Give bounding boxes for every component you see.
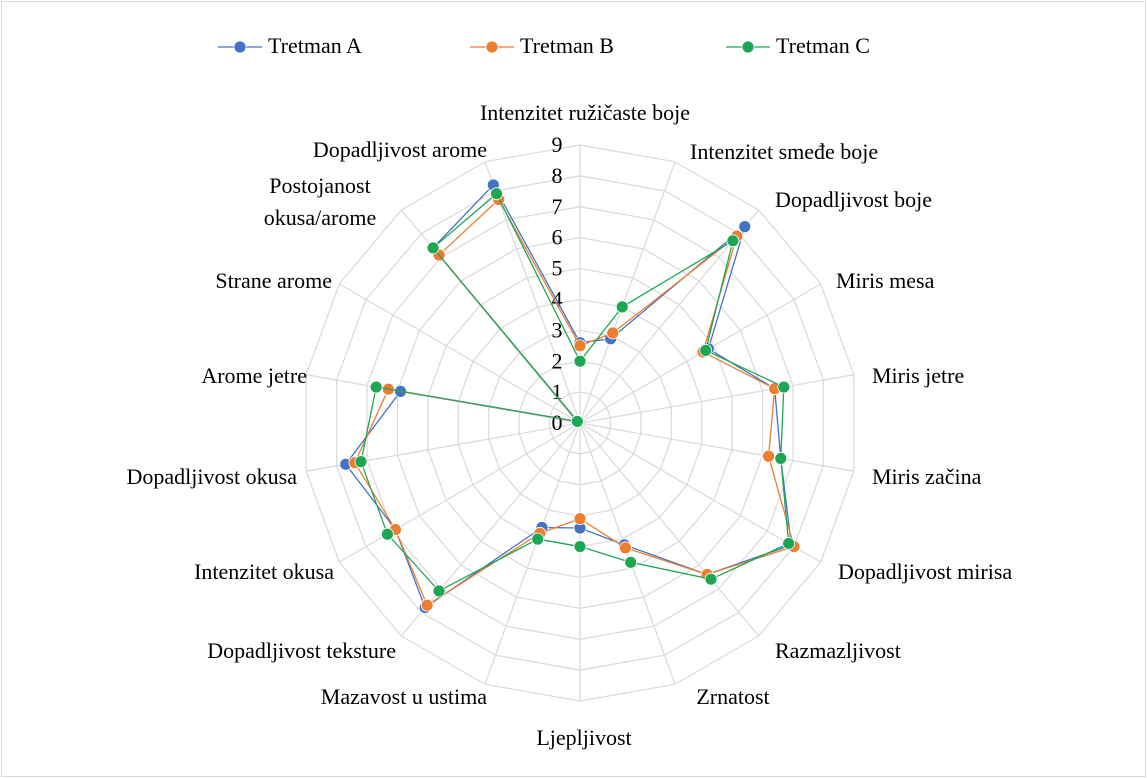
legend-marker xyxy=(485,40,499,54)
legend-marker xyxy=(233,40,247,54)
category-label: Mazavost u ustima xyxy=(320,684,487,709)
data-point xyxy=(738,220,752,234)
spoke xyxy=(338,283,581,424)
r-tick-label: 6 xyxy=(552,225,563,250)
spoke xyxy=(579,422,854,472)
r-tick-label: 7 xyxy=(552,194,563,219)
data-point xyxy=(606,326,620,340)
data-point xyxy=(699,344,713,357)
data-point xyxy=(420,598,434,612)
category-label: Dopadljivost boje xyxy=(775,187,933,212)
data-point xyxy=(380,527,394,541)
data-point xyxy=(624,555,638,569)
data-point xyxy=(570,415,584,428)
r-tick-label: 4 xyxy=(552,286,563,311)
data-point xyxy=(573,339,587,353)
data-point xyxy=(426,241,440,255)
data-point xyxy=(369,380,383,394)
category-label: Zrnatost xyxy=(696,684,770,709)
category-label: Dopadljivost mirisa xyxy=(838,559,1013,584)
spoke xyxy=(338,422,581,563)
data-point xyxy=(354,455,368,469)
category-label: Dopadljivost okusa xyxy=(126,464,298,489)
data-point xyxy=(726,234,740,248)
r-tick-label: 2 xyxy=(552,348,563,373)
r-tick-label: 0 xyxy=(552,410,563,435)
category-label: Miris jetre xyxy=(872,363,965,388)
r-tick-label: 8 xyxy=(552,163,563,188)
data-point xyxy=(573,354,587,368)
r-tick-label: 3 xyxy=(552,317,563,342)
spoke xyxy=(484,422,581,685)
data-point xyxy=(531,532,545,546)
category-label: Arome jetre xyxy=(201,363,307,388)
category-label: Intenzitet ružičaste boje xyxy=(479,100,691,125)
data-point xyxy=(774,452,788,465)
spoke xyxy=(579,161,676,424)
category-label: Intenzitet smeđe boje xyxy=(690,139,879,164)
category-label: Postojanost okusa/arome xyxy=(263,173,377,230)
category-label: Intenzitet okusa xyxy=(194,559,334,584)
data-point xyxy=(762,449,776,463)
category-label: Dopadljivost teksture xyxy=(207,638,396,663)
data-point xyxy=(615,300,629,314)
category-label: Miris mesa xyxy=(836,268,935,293)
data-point xyxy=(777,380,791,394)
data-point xyxy=(573,540,587,553)
category-label: Ljepljivost xyxy=(536,725,632,750)
r-tick-label: 1 xyxy=(552,379,563,404)
category-label: Razmazljivost xyxy=(775,638,901,663)
spoke xyxy=(579,374,854,424)
data-point xyxy=(432,584,446,598)
legend-label: Tretman A xyxy=(268,33,362,58)
r-tick-label: 9 xyxy=(552,132,563,157)
legend-marker xyxy=(741,40,755,54)
legend-label: Tretman C xyxy=(776,33,870,58)
category-label: Strane arome xyxy=(215,268,332,293)
spoke xyxy=(579,422,822,563)
data-point xyxy=(704,572,718,586)
data-point xyxy=(573,512,587,526)
category-label: Miris začina xyxy=(872,464,982,489)
data-point xyxy=(619,541,632,555)
spoke xyxy=(579,422,760,637)
data-point xyxy=(782,537,796,550)
data-point xyxy=(490,187,503,201)
legend-label: Tretman B xyxy=(520,33,614,58)
category-label: Dopadljivost arome xyxy=(312,137,487,162)
r-tick-label: 5 xyxy=(552,256,563,281)
